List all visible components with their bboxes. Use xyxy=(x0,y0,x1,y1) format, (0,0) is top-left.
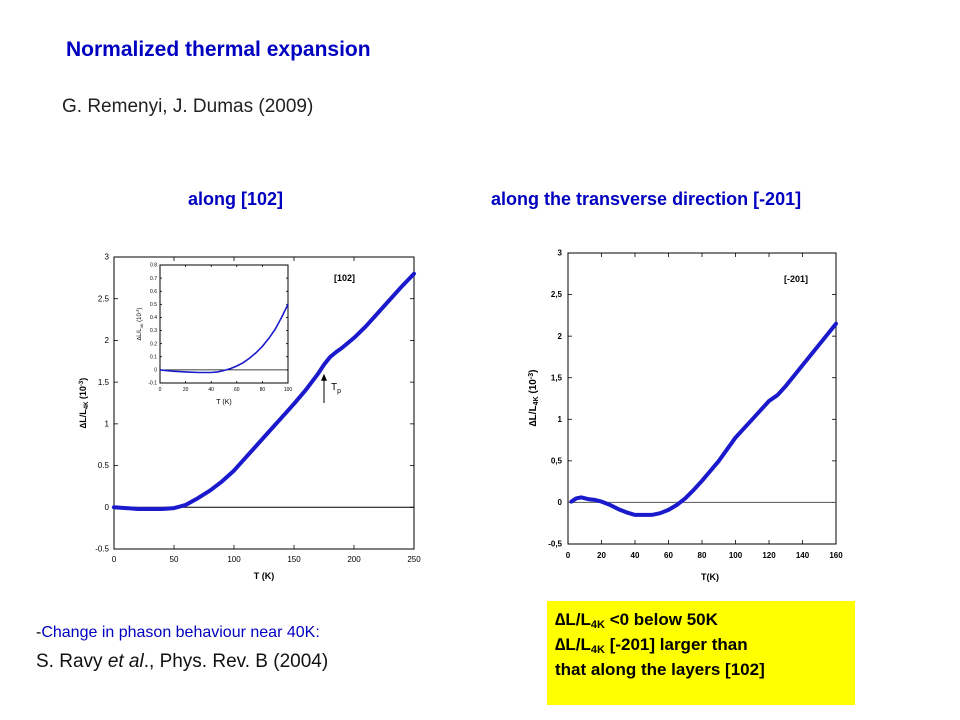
page-title: Normalized thermal expansion xyxy=(66,38,371,61)
inset-y-axis-label: ∆L/L4K (10-3) xyxy=(135,308,144,341)
summary-box: ∆L/L4K <0 below 50K ∆L/L4K [-201] larger… xyxy=(547,601,855,705)
right-x-axis-label: T(K) xyxy=(701,572,719,582)
x-tick-label: 80 xyxy=(260,387,266,393)
right-y-axis-label: ∆L/L4K (10-3) xyxy=(528,370,540,427)
y-tick-label: 0.2 xyxy=(150,341,157,347)
left-inset-chart: -0.100.10.20.30.40.50.60.70.8 0 20 40 60 80 1… xyxy=(135,263,292,406)
inset-x-tick-labels: 0 20 40 60 80 100 xyxy=(159,387,293,393)
ravy-citation: S. Ravy et al., Phys. Rev. B (2004) xyxy=(36,651,329,672)
x-tick-label: 0 xyxy=(566,551,571,560)
y-tick-label: 0 xyxy=(154,368,157,374)
y-tick-label: 2.5 xyxy=(98,294,110,303)
y-tick-label: 2 xyxy=(105,336,110,345)
x-tick-label: 140 xyxy=(796,551,810,560)
inset-axis-ticks xyxy=(159,264,289,384)
y-tick-label: 1,5 xyxy=(551,373,563,382)
y-tick-label: -0.5 xyxy=(95,545,109,554)
x-tick-label: 50 xyxy=(170,555,179,564)
y-tick-label: 0.5 xyxy=(98,461,110,470)
phason-note: -Change in phason behaviour near 40K: xyxy=(36,624,320,641)
right-y-tick-labels: -0,5 0 0,5 1 1,5 2 2,5 3 xyxy=(548,249,562,549)
x-tick-label: 200 xyxy=(347,555,361,564)
x-tick-label: 40 xyxy=(208,387,214,393)
x-tick-label: 100 xyxy=(227,555,241,564)
x-tick-label: 120 xyxy=(762,551,776,560)
right-x-tick-labels: 0 20 40 60 80 100 120 140 160 xyxy=(566,551,843,560)
right-panel-heading: along the transverse direction [-201] xyxy=(491,189,802,209)
y-tick-label: -0,5 xyxy=(548,540,562,549)
y-tick-label: 1 xyxy=(558,415,563,424)
right-plot-frame xyxy=(567,252,837,545)
left-panel-heading: along [102] xyxy=(188,189,284,209)
inset-plot-frame xyxy=(159,264,289,384)
inset-y-tick-labels: -0.1 0 0.1 0.2 0.3 0.4 0.5 0.6 0.7 0.8 xyxy=(148,263,157,387)
x-tick-label: 250 xyxy=(407,555,421,564)
y-tick-label: 0.8 xyxy=(150,263,157,269)
right-chart-along-201: -0,500,511,522,53 0 20 40 60 80 100 120 140 160 … xyxy=(528,249,843,582)
x-tick-label: 0 xyxy=(112,555,117,564)
y-tick-label: 0.4 xyxy=(150,315,157,321)
left-panel-tag: [102] xyxy=(334,273,355,283)
tp-arrow-head xyxy=(321,373,327,381)
left-chart-along-102: -0.500.511.522.53 0 50 100 150 200 250 [102] … xyxy=(78,253,421,581)
left-x-tick-labels: 0 50 100 150 200 250 xyxy=(112,555,421,564)
x-tick-label: 80 xyxy=(698,551,707,560)
y-tick-label: 3 xyxy=(558,249,563,258)
x-tick-label: 40 xyxy=(631,551,640,560)
right-panel-tag: [-201] xyxy=(784,274,808,284)
y-tick-label: 0.3 xyxy=(150,328,157,334)
tp-annotation: Tp xyxy=(321,373,341,403)
left-x-axis-label: T (K) xyxy=(254,571,275,581)
x-tick-label: 160 xyxy=(829,551,843,560)
y-tick-label: 2 xyxy=(558,332,563,341)
x-tick-label: 100 xyxy=(729,551,743,560)
x-tick-label: 20 xyxy=(597,551,606,560)
left-data-series xyxy=(112,271,416,511)
y-tick-label: 1.5 xyxy=(98,378,110,387)
x-tick-label: 60 xyxy=(664,551,673,560)
y-tick-label: 0.6 xyxy=(150,289,157,295)
tp-label: Tp xyxy=(331,382,341,395)
y-tick-label: -0.1 xyxy=(148,381,157,387)
left-plot-frame xyxy=(113,256,415,550)
y-tick-label: 0.1 xyxy=(150,354,157,360)
y-tick-label: 0 xyxy=(105,503,110,512)
left-y-tick-labels: -0.5 0 0.5 1 1.5 2 2.5 3 xyxy=(95,253,109,554)
y-tick-label: 0.7 xyxy=(150,276,157,282)
summary-line-1: ∆L/L4K <0 below 50K xyxy=(555,610,718,631)
inset-data-series xyxy=(159,303,289,374)
y-tick-label: 0.5 xyxy=(150,302,157,308)
y-tick-label: 0,5 xyxy=(551,457,563,466)
x-tick-label: 0 xyxy=(159,387,162,393)
inset-x-axis-label: T (K) xyxy=(216,399,231,406)
authors-citation: G. Remenyi, J. Dumas (2009) xyxy=(62,96,314,117)
y-tick-label: 2,5 xyxy=(551,290,563,299)
summary-line-3: that along the layers [102] xyxy=(555,660,765,679)
y-tick-label: 0 xyxy=(558,498,563,507)
left-y-axis-label: ∆L/L4K (10-3) xyxy=(78,378,90,429)
x-tick-label: 150 xyxy=(287,555,301,564)
summary-line-2: ∆L/L4K [-201] larger than xyxy=(555,635,748,656)
x-tick-label: 60 xyxy=(234,387,240,393)
x-tick-label: 100 xyxy=(284,387,293,393)
x-tick-label: 20 xyxy=(183,387,189,393)
right-data-series xyxy=(569,321,838,517)
y-tick-label: 1 xyxy=(105,420,110,429)
right-axis-ticks xyxy=(567,252,837,545)
y-tick-label: 3 xyxy=(105,253,110,262)
